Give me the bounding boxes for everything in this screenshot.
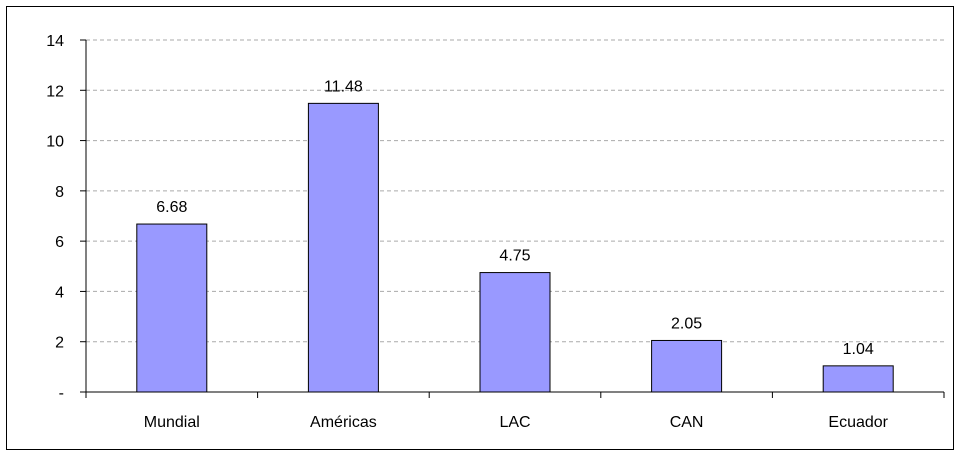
bar bbox=[136, 223, 208, 393]
y-tick-label: 8 bbox=[55, 184, 64, 201]
data-label: 6.68 bbox=[156, 199, 187, 216]
y-tick-label: - bbox=[59, 385, 64, 402]
bar bbox=[479, 272, 551, 393]
data-label: 4.75 bbox=[499, 248, 530, 265]
data-label: 11.48 bbox=[324, 78, 363, 95]
bar bbox=[822, 365, 894, 393]
data-label: 1.04 bbox=[843, 341, 874, 358]
bars bbox=[136, 102, 894, 393]
y-tick-label: 6 bbox=[55, 234, 64, 251]
bar bbox=[651, 339, 723, 393]
y-tick-label: 4 bbox=[55, 284, 64, 301]
x-tick-label: LAC bbox=[499, 414, 530, 431]
data-label: 2.05 bbox=[671, 315, 702, 332]
y-tick-label: 2 bbox=[55, 335, 64, 352]
y-tick-label: 12 bbox=[46, 83, 64, 100]
x-tick-label: Ecuador bbox=[828, 414, 888, 431]
x-tick-label: Mundial bbox=[144, 414, 200, 431]
x-tick-label: CAN bbox=[670, 414, 704, 431]
labels: - 2 4 6 8 10 12 14 6.68 Mundial 11.48 Américas 4.75 L… bbox=[46, 33, 888, 431]
x-tick-label: Américas bbox=[310, 414, 377, 431]
grid-lines bbox=[86, 39, 944, 343]
bar bbox=[307, 102, 379, 393]
y-tick-label: 14 bbox=[46, 33, 64, 50]
y-tick-label: 10 bbox=[46, 134, 64, 151]
